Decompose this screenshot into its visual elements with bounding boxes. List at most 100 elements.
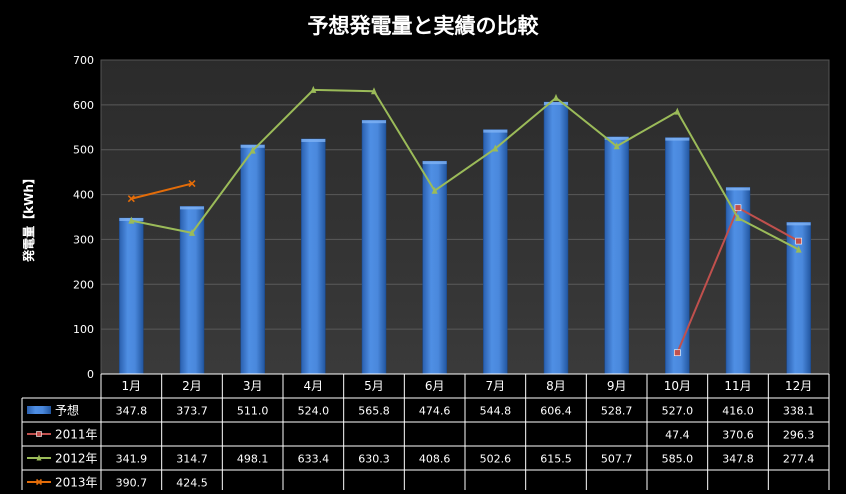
bar — [361, 119, 387, 375]
bar — [604, 136, 629, 375]
bar-cap — [483, 129, 508, 133]
bar-cap — [604, 136, 629, 140]
table-cell: 341.9 — [116, 453, 148, 466]
series-line — [131, 88, 800, 251]
point — [674, 349, 681, 357]
bar — [483, 129, 508, 375]
category-label: 12月 — [785, 379, 812, 393]
bar-cap — [362, 120, 386, 124]
series-name: 2013年 — [55, 476, 98, 490]
table-cell: 370.6 — [722, 429, 754, 442]
y-tick-label: 600 — [73, 99, 94, 112]
table-cell: 524.0 — [298, 405, 330, 418]
series-name: 2011年 — [55, 428, 98, 442]
table-cell: 498.1 — [237, 453, 269, 466]
point — [127, 195, 135, 203]
point — [795, 245, 802, 253]
point — [35, 478, 43, 486]
category-label: 9月 — [607, 379, 627, 393]
table-cell: 585.0 — [662, 453, 694, 466]
table-cell: 390.7 — [116, 477, 148, 490]
y-tick-label: 100 — [73, 323, 94, 336]
table-cell: 565.8 — [358, 405, 390, 418]
bar-series — [119, 101, 811, 375]
chart-title: 予想発電量と実績の比較 — [308, 14, 540, 38]
point — [674, 107, 681, 115]
table-cell: 544.8 — [480, 405, 512, 418]
point — [431, 186, 438, 194]
table-cell: 47.4 — [665, 429, 690, 442]
table-cell: 416.0 — [722, 405, 754, 418]
table-cell: 615.5 — [540, 453, 572, 466]
y-tick-label: 500 — [73, 144, 94, 157]
bar-cap — [726, 187, 750, 191]
table-cell: 502.6 — [480, 453, 512, 466]
series-name: 予想 — [55, 403, 79, 418]
table-cell: 338.1 — [783, 405, 815, 418]
bar-cap — [665, 137, 690, 141]
bar-cap — [786, 222, 811, 226]
bar — [543, 101, 569, 375]
point — [553, 93, 559, 101]
y-tick-label: 700 — [73, 54, 94, 67]
point — [36, 431, 42, 437]
category-label: 5月 — [364, 379, 384, 393]
bar-cap — [422, 161, 447, 165]
category-label: 6月 — [425, 379, 445, 393]
category-label: 4月 — [304, 379, 324, 393]
line-series — [127, 85, 802, 357]
bar — [119, 217, 144, 375]
bar-cap — [240, 144, 265, 148]
bar-cap — [301, 138, 326, 142]
point — [128, 216, 135, 224]
table-cell: 347.8 — [722, 453, 754, 466]
category-label: 3月 — [243, 379, 263, 393]
y-axis-ticks: 0 100 200 300 400 500 600 700 — [73, 54, 94, 381]
series-line — [131, 182, 193, 200]
point — [492, 144, 499, 152]
bar-cap — [544, 101, 568, 105]
category-label: 7月 — [486, 379, 506, 393]
point — [36, 454, 42, 461]
category-label: 1月 — [122, 379, 142, 393]
table-cell: 507.7 — [601, 453, 633, 466]
point — [189, 228, 195, 236]
table-cell: 630.3 — [358, 453, 390, 466]
table-cell: 347.8 — [116, 405, 148, 418]
bar — [240, 144, 265, 375]
y-tick-label: 400 — [73, 189, 94, 202]
legend-key — [27, 406, 51, 414]
bar — [665, 137, 690, 375]
point — [613, 142, 620, 150]
bar — [301, 138, 326, 375]
table-cell: 314.7 — [176, 453, 208, 466]
table-cell: 424.5 — [176, 477, 208, 490]
table-cell: 511.0 — [237, 405, 269, 418]
grid-lines — [101, 104, 829, 330]
point — [310, 85, 317, 93]
point — [735, 213, 741, 221]
table-cell: 606.4 — [540, 405, 572, 418]
point — [795, 237, 802, 245]
category-label: 11月 — [724, 379, 751, 393]
bar-cap — [180, 206, 204, 210]
point — [734, 204, 742, 212]
category-label: 8月 — [546, 379, 566, 393]
category-label: 10月 — [664, 379, 691, 393]
series-name: 2012年 — [55, 452, 98, 466]
y-tick-label: 0 — [87, 368, 94, 381]
table-cell: 373.7 — [176, 405, 208, 418]
y-tick-label: 300 — [73, 233, 94, 246]
table-cell: 277.4 — [783, 453, 815, 466]
point — [188, 180, 196, 188]
y-tick-label: 200 — [73, 278, 94, 291]
table-cell: 408.6 — [419, 453, 451, 466]
plot-area — [100, 59, 830, 375]
table-cell: 474.6 — [419, 405, 451, 418]
table-cell: 528.7 — [601, 405, 633, 418]
y-axis-label: 発電量【kWh】 — [21, 172, 36, 263]
table-cell: 296.3 — [783, 429, 815, 442]
category-label: 2月 — [182, 379, 202, 393]
